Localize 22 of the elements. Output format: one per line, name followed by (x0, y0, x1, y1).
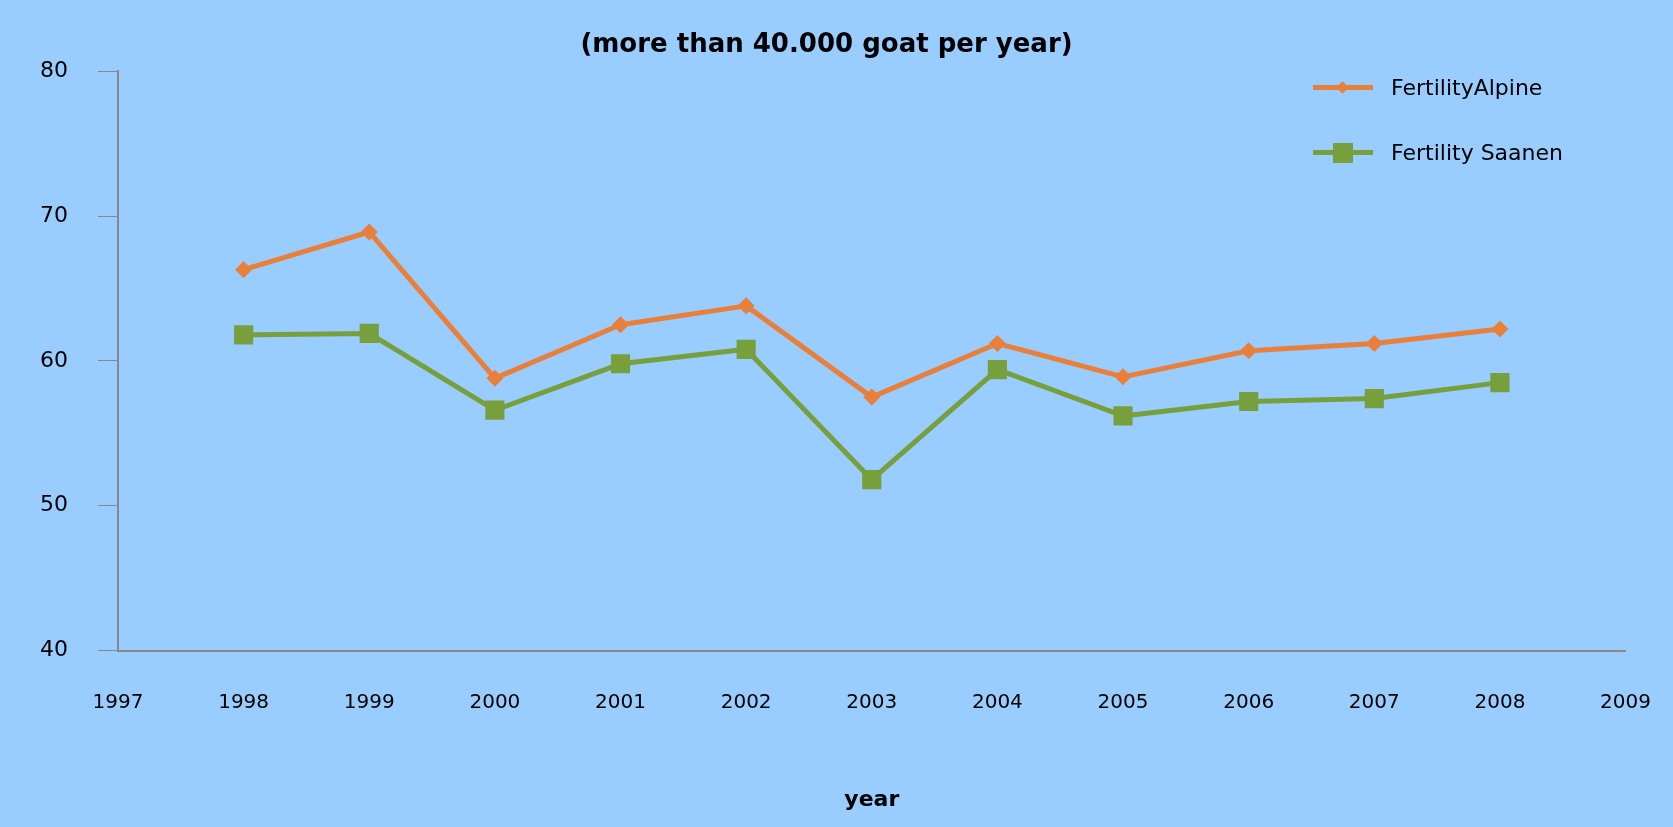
chart-title: (more than 40.000 goat per year) (580, 28, 1073, 59)
x-tick-label: 2006 (1223, 688, 1275, 713)
x-tick-label: 2001 (595, 688, 646, 713)
x-tick-label: 2003 (846, 688, 898, 713)
x-tick-label: 1998 (218, 688, 270, 713)
y-tick-label: 60 (39, 346, 68, 372)
y-tick-label: 70 (39, 201, 68, 227)
x-tick-label: 2008 (1474, 688, 1526, 713)
y-tick-label: 80 (39, 56, 68, 82)
x-tick-label: 2009 (1600, 688, 1651, 713)
x-tick-label: 1999 (343, 688, 395, 713)
x-tick-label: 1997 (92, 688, 144, 713)
x-tick-label: 2005 (1097, 688, 1149, 713)
x-tick-label: 2000 (469, 688, 521, 713)
x-tick-label: 2002 (720, 688, 772, 713)
y-tick-label: 40 (39, 636, 68, 662)
legend-label: Fertility Saanen (1391, 140, 1563, 165)
x-tick-label: 2007 (1348, 688, 1400, 713)
x-tick-label: 2004 (971, 688, 1023, 713)
y-tick-label: 50 (39, 491, 68, 517)
legend-label: FertilityAlpine (1391, 75, 1543, 100)
x-axis-title: year (844, 785, 900, 811)
